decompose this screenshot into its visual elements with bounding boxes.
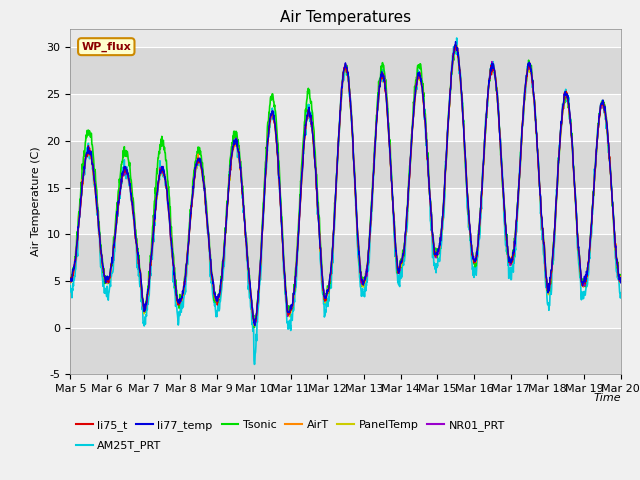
Bar [70,328,621,374]
Legend: AM25T_PRT: AM25T_PRT [76,441,161,451]
Text: WP_flux: WP_flux [81,42,131,52]
Bar [70,48,621,94]
Text: Time: Time [593,394,621,403]
Bar [70,234,621,281]
Title: Air Temperatures: Air Temperatures [280,10,411,25]
Y-axis label: Air Temperature (C): Air Temperature (C) [31,147,41,256]
Bar [70,141,621,188]
